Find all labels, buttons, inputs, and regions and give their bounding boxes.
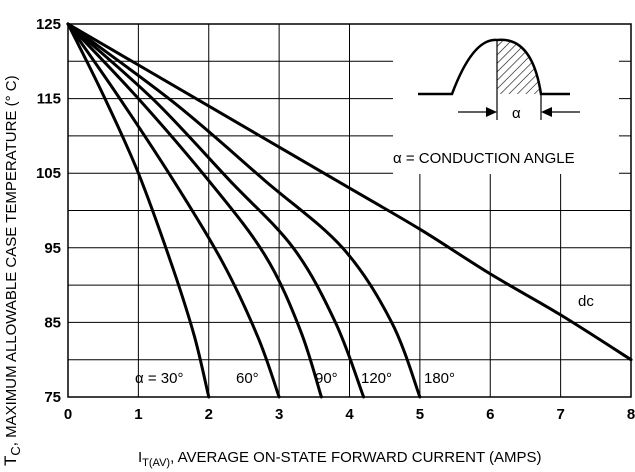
x-tick-label-0: 0 [64, 406, 72, 423]
plot-frame [67, 23, 632, 398]
curve-label-dc: dc [578, 293, 594, 310]
curve-label-120: 120° [361, 370, 392, 387]
y-tick-label-95: 95 [44, 240, 61, 257]
x-tick-label-6: 6 [486, 406, 494, 423]
y-tick-label-115: 115 [37, 91, 61, 108]
series-curve-2 [66, 22, 323, 399]
conduction-angle-inset: α α = CONDUCTION ANGLE [393, 24, 619, 174]
arrow-right-head [541, 107, 552, 117]
series-curve-5 [66, 22, 633, 362]
x-tick-label-2: 2 [205, 406, 213, 423]
x-axis-label: IT(AV), AVERAGE ON-STATE FORWARD CURRENT… [138, 449, 542, 469]
x-tick-label-7: 7 [556, 406, 564, 423]
x-tick-label-5: 5 [416, 406, 424, 423]
series-curve-0 [66, 22, 211, 399]
inset-alpha-symbol: α [512, 105, 521, 122]
curve-label-90: 90° [315, 370, 338, 387]
y-tick-label-85: 85 [44, 314, 61, 331]
curves [66, 22, 633, 399]
x-tick-label-8: 8 [627, 406, 635, 423]
y-tick-label-75: 75 [44, 389, 61, 406]
y-tick-label-125: 125 [36, 16, 61, 33]
y-tick-label-105: 105 [36, 165, 61, 182]
x-tick-label-3: 3 [275, 406, 283, 423]
series-curve-1 [66, 22, 281, 399]
series-curve-3 [66, 22, 366, 399]
x-tick-label-4: 4 [345, 406, 354, 423]
curve-label-60: 60° [236, 370, 259, 387]
x-tick-label-1: 1 [134, 406, 142, 423]
y-axis-label: TC, MAXIMUM ALLOWABLE CASE TEMPERATURE (… [1, 75, 23, 466]
tick-labels: 0 1 2 3 4 5 6 7 8 75 85 95 105 115 125 [36, 16, 635, 423]
hatched-region [497, 39, 541, 94]
arrow-left-head [486, 107, 497, 117]
curve-label-30: α = 30° [135, 370, 183, 387]
curve-label-180: 180° [424, 370, 455, 387]
series-curve-4 [66, 22, 422, 399]
half-sine-waveform [418, 38, 570, 96]
conduction-angle-legend: α = CONDUCTION ANGLE [393, 150, 575, 167]
